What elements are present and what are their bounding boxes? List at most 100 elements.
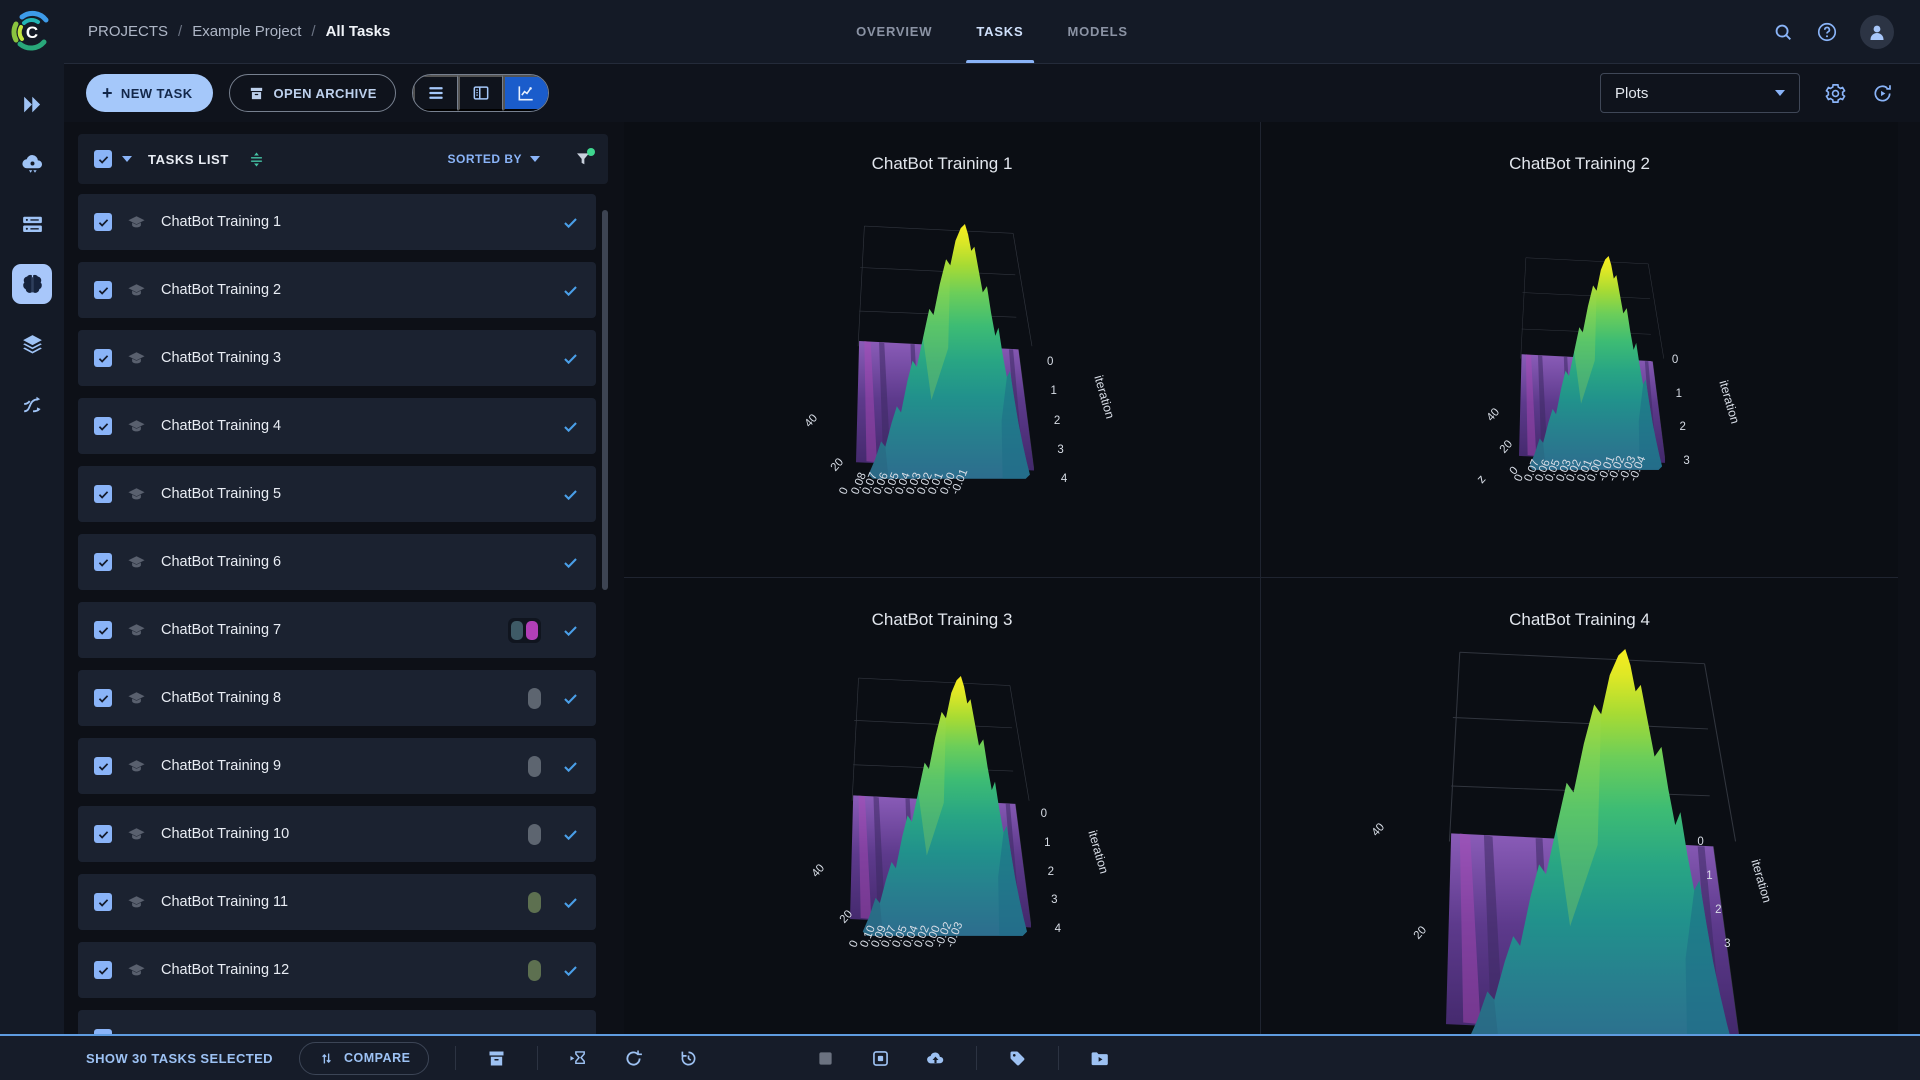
show-selected-button[interactable]: SHOW 30 TASKS SELECTED [86,1050,273,1066]
shown-in-plots-check-icon[interactable] [561,485,580,504]
task-row[interactable]: ChatBot Training 4 [78,398,596,454]
plots-dropdown[interactable]: Plots [1600,73,1800,113]
task-checkbox[interactable] [94,485,112,503]
task-checkbox[interactable] [94,349,112,367]
retry-button[interactable] [674,1044,703,1073]
iteration-axis-tick: 4 [1060,472,1068,485]
surface-3d-plot[interactable] [1445,648,1739,1034]
shown-in-plots-check-icon[interactable] [561,281,580,300]
sidebar-item-experiments[interactable] [12,264,52,304]
settings-gear-icon[interactable] [1824,82,1847,105]
task-row[interactable]: ChatBot Training 10 [78,806,596,862]
task-checkbox[interactable] [94,281,112,299]
task-checkbox[interactable] [94,417,112,435]
reset-button[interactable] [619,1044,648,1073]
plot-panel[interactable]: ChatBot Training 2 0 1 2 3 40 20 0 0 0.07 0.06 0.0… [1261,122,1898,578]
task-checkbox[interactable] [94,893,112,911]
filter-icon[interactable] [574,148,595,168]
avatar[interactable] [1860,14,1894,49]
task-checkbox[interactable] [94,1029,112,1034]
add-tag-button[interactable] [1003,1044,1032,1073]
clearml-logo[interactable]: C [8,8,56,56]
task-row[interactable]: ChatBot Training 11 [78,874,596,930]
shown-in-plots-check-icon[interactable] [561,893,580,912]
view-toggle-split-view[interactable] [457,75,503,111]
task-row[interactable] [78,1010,596,1034]
task-row[interactable]: ChatBot Training 3 [78,330,596,386]
surface-3d-plot[interactable] [849,676,1032,936]
experiments-icon [20,272,45,297]
task-row[interactable]: ChatBot Training 9 [78,738,596,794]
sidebar-item-projects[interactable] [12,84,52,124]
retry-icon [678,1048,699,1069]
tasks-rows-viewport: ChatBot Training 1 ChatBot Training 2 Chat… [78,194,608,1034]
z-axis-tick: 20 [828,455,846,474]
task-checkbox[interactable] [94,213,112,231]
collapse-rows-icon[interactable] [247,150,266,169]
tab-tasks[interactable]: TASKS [965,0,1034,63]
task-row[interactable]: ChatBot Training 5 [78,466,596,522]
help-icon[interactable] [1816,21,1838,43]
shown-in-plots-check-icon[interactable] [561,689,580,708]
sorted-by-button[interactable]: SORTED BY [447,152,540,166]
task-row[interactable]: ChatBot Training 6 [78,534,596,590]
move-to-project-button[interactable] [1085,1044,1114,1073]
z-axis-tick: 40 [1484,405,1503,424]
view-toggle-plots-view[interactable] [502,75,548,111]
sidebar-item-pipelines[interactable] [12,384,52,424]
view-toggle-table-view[interactable] [412,75,458,111]
footer-bar: SHOW 30 TASKS SELECTED COMPARE [0,1034,1920,1080]
surface-3d-plot[interactable] [1518,256,1666,471]
task-checkbox[interactable] [94,689,112,707]
status-badge [528,755,541,777]
search-icon[interactable] [1772,21,1794,43]
task-checkbox[interactable] [94,961,112,979]
breadcrumb-project[interactable]: Example Project [192,23,302,40]
task-row-right [561,485,580,504]
publish-button[interactable] [921,1044,950,1073]
task-row[interactable]: ChatBot Training 1 [78,194,596,250]
shown-in-plots-check-icon[interactable] [561,349,580,368]
sidebar-item-datasets[interactable] [12,324,52,364]
abort-all-children-button[interactable] [866,1044,895,1073]
archive-button[interactable] [482,1044,511,1073]
z-axis-tick: 40 [802,412,821,431]
shown-in-plots-check-icon[interactable] [561,213,580,232]
plot-panel[interactable]: ChatBot Training 1 0 1 2 3 4 40 20 0 0.08 0.07 0.0… [624,122,1261,578]
task-row[interactable]: ChatBot Training 8 [78,670,596,726]
select-all-checkbox[interactable] [94,150,112,168]
shown-in-plots-check-icon[interactable] [561,961,580,980]
surface-3d-plot[interactable] [856,224,1035,480]
auto-refresh-icon[interactable] [1871,82,1894,105]
tasks-scrollbar[interactable] [602,210,608,590]
new-task-button[interactable]: + NEW TASK [86,74,213,112]
task-row[interactable]: ChatBot Training 7 [78,602,596,658]
sidebar-items [12,84,52,424]
task-checkbox[interactable] [94,757,112,775]
compare-button[interactable]: COMPARE [298,1041,430,1075]
shown-in-plots-check-icon[interactable] [561,621,580,640]
shown-in-plots-check-icon[interactable] [561,757,580,776]
plot-panel[interactable]: ChatBot Training 3 0 1 2 3 4 40 20 0 0.10 0.09 0.0… [624,578,1261,1034]
sidebar-item-workers-queues[interactable] [12,204,52,244]
tab-models[interactable]: MODELS [1067,24,1128,39]
breadcrumb-projects[interactable]: PROJECTS [88,23,169,40]
select-menu-chevron-icon[interactable] [122,156,132,162]
plot-panel[interactable]: ChatBot Training 4 0 1 2 3 40 20 iteration [1261,578,1898,1034]
shown-in-plots-check-icon[interactable] [561,417,580,436]
enqueue-button[interactable] [564,1044,593,1073]
split-view-icon [471,83,491,103]
tab-overview[interactable]: OVERVIEW [856,24,933,39]
task-row[interactable]: ChatBot Training 2 [78,262,596,318]
task-checkbox[interactable] [94,621,112,639]
task-checkbox[interactable] [94,825,112,843]
task-row-right [561,417,580,436]
open-archive-button[interactable]: OPEN ARCHIVE [228,74,396,112]
sidebar-item-cloud-services[interactable] [12,144,52,184]
status-badge [526,620,538,640]
task-row[interactable]: ChatBot Training 12 [78,942,596,998]
task-checkbox[interactable] [94,553,112,571]
shown-in-plots-check-icon[interactable] [561,553,580,572]
shown-in-plots-check-icon[interactable] [561,825,580,844]
iteration-axis-tick: 0 [1046,356,1054,369]
